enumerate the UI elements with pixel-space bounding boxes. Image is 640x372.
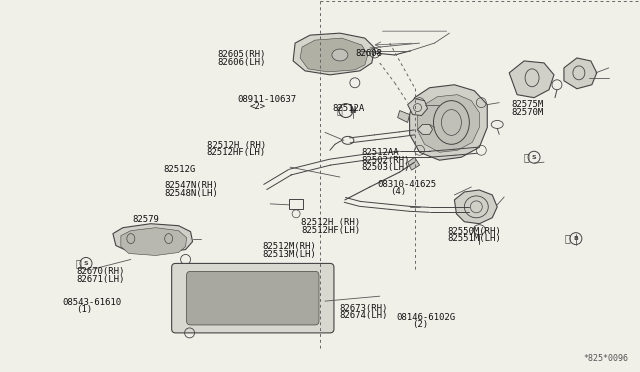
Polygon shape: [564, 58, 596, 89]
Text: Ⓢ: Ⓢ: [75, 259, 81, 269]
Text: 08146-6102G: 08146-6102G: [396, 312, 456, 321]
Text: 82671(LH): 82671(LH): [77, 275, 125, 283]
Text: 82673(RH): 82673(RH): [339, 304, 387, 313]
Text: Ⓢ: Ⓢ: [523, 152, 529, 162]
Polygon shape: [417, 95, 479, 152]
Text: B: B: [573, 236, 579, 241]
Text: 82512G: 82512G: [163, 165, 196, 174]
Text: 08310-41625: 08310-41625: [378, 180, 436, 189]
Text: 82579: 82579: [132, 215, 159, 224]
Text: 82550M(RH): 82550M(RH): [447, 227, 501, 235]
Polygon shape: [300, 38, 368, 72]
Polygon shape: [121, 228, 187, 256]
Text: 82512HF(LH): 82512HF(LH): [207, 148, 266, 157]
Text: 82512A: 82512A: [333, 104, 365, 113]
Text: Ⓝ: Ⓝ: [337, 106, 343, 116]
Text: S: S: [532, 155, 536, 160]
Polygon shape: [509, 61, 554, 98]
Text: 82512M(RH): 82512M(RH): [262, 243, 316, 251]
Text: Ⓑ: Ⓑ: [565, 234, 571, 244]
Polygon shape: [408, 99, 428, 116]
Polygon shape: [408, 157, 420, 170]
Text: 08911-10637: 08911-10637: [237, 95, 296, 104]
Polygon shape: [293, 33, 375, 75]
Text: 82551M(LH): 82551M(LH): [447, 234, 501, 243]
Text: 82674(LH): 82674(LH): [339, 311, 387, 320]
Text: 82548N(LH): 82548N(LH): [164, 189, 218, 198]
Text: (4): (4): [390, 187, 406, 196]
Text: 82512H (RH): 82512H (RH): [207, 141, 266, 150]
Polygon shape: [454, 190, 497, 224]
Text: 82512H (RH): 82512H (RH): [301, 218, 360, 227]
Text: 82513M(LH): 82513M(LH): [262, 250, 316, 259]
Text: *825*0096: *825*0096: [584, 354, 628, 363]
Text: 08543-61610: 08543-61610: [62, 298, 121, 307]
FancyBboxPatch shape: [172, 263, 334, 333]
Text: 82512HF(LH): 82512HF(LH): [301, 226, 360, 235]
Text: 82512AA: 82512AA: [362, 148, 399, 157]
Text: 82670(RH): 82670(RH): [77, 267, 125, 276]
Polygon shape: [113, 224, 193, 253]
Text: N: N: [349, 106, 356, 115]
Polygon shape: [410, 85, 487, 160]
FancyBboxPatch shape: [187, 271, 319, 325]
Text: <2>: <2>: [250, 102, 266, 111]
Text: 82608: 82608: [355, 49, 382, 58]
Text: S: S: [84, 261, 88, 266]
Polygon shape: [397, 110, 410, 122]
Polygon shape: [417, 125, 433, 134]
Text: (1): (1): [77, 305, 93, 314]
Text: 82547N(RH): 82547N(RH): [164, 182, 218, 190]
Text: 82502(RH): 82502(RH): [362, 155, 410, 165]
Text: 82606(LH): 82606(LH): [218, 58, 266, 67]
Bar: [289, 199, 303, 209]
Ellipse shape: [332, 49, 348, 61]
Text: 82570M: 82570M: [511, 108, 543, 117]
Text: 82605(RH): 82605(RH): [218, 51, 266, 60]
Text: 82503(LH): 82503(LH): [362, 163, 410, 172]
Text: (2): (2): [412, 320, 429, 329]
Text: 82575M: 82575M: [511, 100, 543, 109]
